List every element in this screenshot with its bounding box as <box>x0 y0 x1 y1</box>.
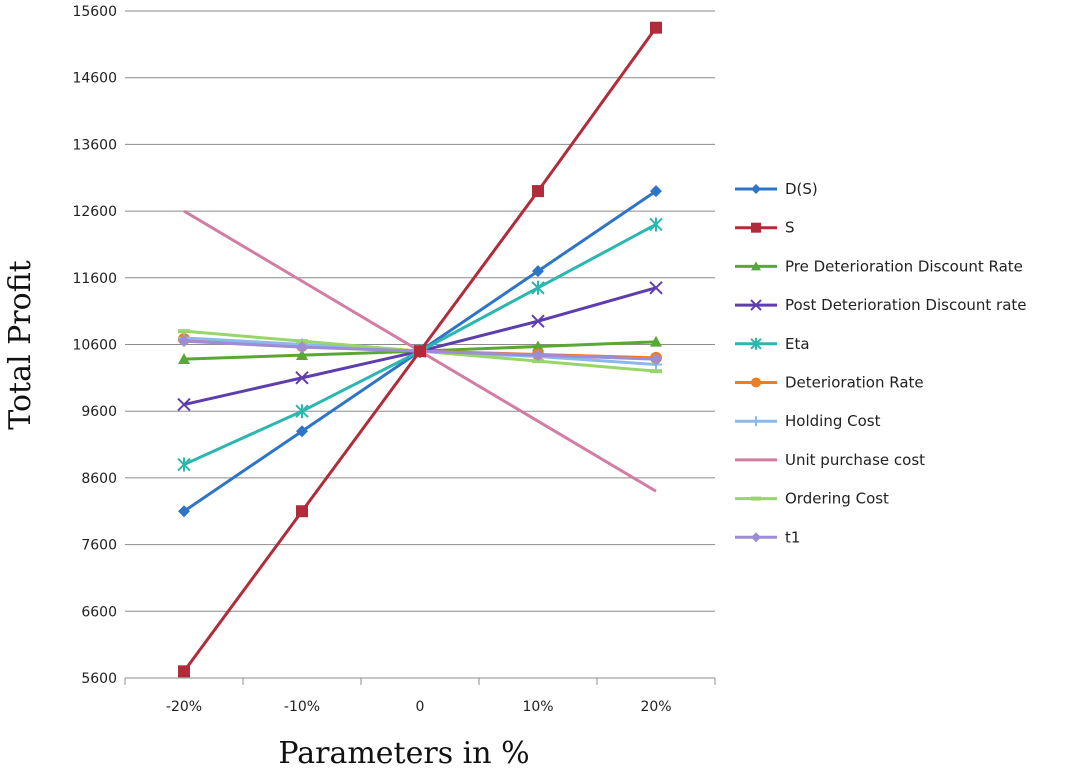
y-tick-label: 5600 <box>81 671 117 687</box>
data-point <box>414 345 426 358</box>
legend-label: Post Deterioration Discount rate <box>785 296 1027 314</box>
data-point <box>532 340 544 352</box>
legend-marker <box>750 337 762 350</box>
y-axis-title: Total Profit <box>3 260 38 429</box>
y-tick-label: 10600 <box>72 338 117 354</box>
data-point <box>650 185 662 198</box>
data-point <box>532 185 544 198</box>
y-tick-label: 14600 <box>72 71 117 87</box>
data-point <box>531 280 545 295</box>
legend-label: Ordering Cost <box>785 490 889 508</box>
data-point <box>178 505 190 518</box>
data-point <box>178 665 190 678</box>
legend-marker <box>751 532 761 543</box>
legend-marker <box>751 261 761 271</box>
legend-marker <box>751 496 761 501</box>
y-tick-label: 13600 <box>72 137 117 153</box>
data-point <box>532 349 544 362</box>
x-tick-label: 10% <box>522 699 553 715</box>
legend-item: Post Deterioration Discount rate <box>735 296 1027 314</box>
data-point <box>650 369 662 374</box>
x-tick-label: -10% <box>284 699 320 715</box>
y-tick-label: 7600 <box>81 538 117 554</box>
data-point <box>178 335 190 348</box>
legend-item: t1 <box>735 528 800 546</box>
legend-label: S <box>785 219 795 237</box>
y-tick-label: 12600 <box>72 204 117 220</box>
data-point <box>649 281 663 295</box>
legend-item: Deterioration Rate <box>735 374 924 392</box>
data-point <box>296 349 308 360</box>
legend-marker <box>751 377 761 388</box>
data-point <box>650 353 662 366</box>
legend-item: S <box>735 219 795 237</box>
y-tick-label: 6600 <box>81 604 117 620</box>
data-point <box>532 265 544 278</box>
data-point <box>296 505 308 518</box>
data-point <box>650 21 662 34</box>
legend-label: t1 <box>785 528 800 546</box>
legend-item: Eta <box>735 335 810 353</box>
legend-marker <box>750 299 762 311</box>
data-point <box>295 371 309 385</box>
axes: 5600 6600 7600 8600 9600 10600 11600 12600 13600… <box>72 4 716 715</box>
data-point <box>178 329 190 334</box>
series <box>177 21 663 678</box>
data-point <box>178 353 190 364</box>
data-point <box>650 335 662 347</box>
data-point <box>177 397 191 412</box>
legend-label: Pre Deterioration Discount Rate <box>785 257 1023 275</box>
legend-item: Ordering Cost <box>735 490 889 508</box>
data-point <box>649 217 663 232</box>
x-axis-title: Parameters in % <box>278 736 529 771</box>
y-tick-label: 15600 <box>72 4 117 20</box>
legend-label: Unit purchase cost <box>785 451 925 469</box>
legend: D(S) S Pre Deterioration Discount Rate Post… <box>735 180 1027 546</box>
data-point <box>296 339 308 344</box>
data-point <box>177 457 191 472</box>
legend-marker <box>751 222 761 233</box>
legend-label: Deterioration Rate <box>785 374 924 392</box>
y-tick-label: 9600 <box>81 404 117 420</box>
legend-item: D(S) <box>735 180 818 198</box>
data-point <box>531 314 545 328</box>
x-tick-label: 0 <box>416 699 425 715</box>
y-tick-label: 11600 <box>72 271 117 287</box>
legend-marker <box>751 184 761 194</box>
data-point <box>532 359 544 364</box>
data-point <box>296 425 308 438</box>
legend-item: Pre Deterioration Discount Rate <box>735 257 1023 275</box>
legend-item: Unit purchase cost <box>735 451 925 469</box>
y-tick-label: 8600 <box>81 471 117 487</box>
x-tick-label: -20% <box>166 699 202 715</box>
legend-label: D(S) <box>785 180 818 198</box>
legend-marker <box>751 416 761 427</box>
x-tick-label: 20% <box>640 699 671 715</box>
legend-label: Holding Cost <box>785 412 881 430</box>
data-point <box>295 404 309 419</box>
legend-label: Eta <box>785 335 810 353</box>
series-s <box>178 21 662 678</box>
legend-item: Holding Cost <box>735 412 881 430</box>
data-point <box>296 341 308 354</box>
